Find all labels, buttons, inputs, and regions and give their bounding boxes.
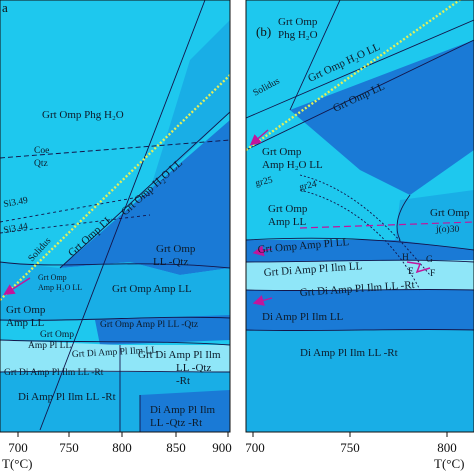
left-x-tick-750: 750 xyxy=(59,440,79,455)
pt-path-arrow xyxy=(3,277,31,296)
label-grt-omp-amp-h2o-ll-b-2: Amp H₂O LL xyxy=(262,159,323,171)
right-x-axis: 700 750 800 T(°C) xyxy=(245,432,464,471)
left-x-tick-900: 900 xyxy=(212,440,232,455)
left-x-tick-850: 850 xyxy=(166,440,186,455)
label-jo30: j(o)30 xyxy=(435,224,459,235)
right-panel: (b) Grt Omp Phg H₂O Grt Omp H₂O LL Grt O… xyxy=(245,0,474,471)
left-panel: a Grt Omp Phg H₂O Coe Qtz Si3.49 Si3.44 … xyxy=(0,0,232,471)
jo30-isopleth xyxy=(299,221,474,229)
label-grt-di-amp-pl-ilm-ll-rt: Grt Di Amp Pl Ilm LL -Rt xyxy=(4,368,104,378)
label-gr24: gr24 xyxy=(299,179,318,192)
label-point-g: G xyxy=(426,255,433,265)
right-x-tick-800: 800 xyxy=(437,440,457,455)
label-grt-di-amp-pl-ilm-ll-qtz-3: -Rt xyxy=(176,375,190,387)
right-x-axis-label: T(°C) xyxy=(434,456,464,471)
panel-letter-b: (b) xyxy=(256,24,271,39)
label-point-f: F xyxy=(430,269,435,279)
right-plot-frame xyxy=(245,0,474,433)
right-x-tick-750: 750 xyxy=(340,440,360,455)
field-grt-omp-ll-qtz xyxy=(60,120,230,275)
label-point-h: H xyxy=(402,253,409,263)
left-plot-frame xyxy=(0,0,231,433)
label-grt-di-amp-pl-ilm-ll-qtz-1: Grt Di Amp Pl Ilm xyxy=(138,349,221,361)
label-di-amp-pl-ilm-ll-qtz-rt-2: LL -Qtz -Rt xyxy=(150,417,202,429)
label-grt-omp-amp-ll-b-2: Amp LL xyxy=(268,216,306,228)
label-grt-omp-amp-h2o-ll-b-1: Grt Omp xyxy=(262,146,302,158)
label-point-e: E xyxy=(408,267,414,277)
label-grt-omp-phg-h2o-b-1: Grt Omp xyxy=(278,16,318,28)
left-x-axis: 700 750 800 850 900 T(°C) xyxy=(2,432,232,471)
pt-path-arrow-b1 xyxy=(249,129,269,146)
label-grt-omp-amp-ll-qtz: Grt Omp Amp LL xyxy=(112,283,192,295)
label-grt-omp-amp-pl-ll-qtz: Grt Omp Amp Pl LL -Qtz xyxy=(100,320,198,330)
field-grt-omp-ll xyxy=(150,20,230,190)
pt-path-arrow-b3 xyxy=(252,295,273,306)
field-grt-omp-ll-b xyxy=(290,40,474,195)
field-di-amp-pl-ilm-ll-qtz-rt xyxy=(140,390,230,432)
field-grt-omp-amp-pl-ll-b xyxy=(246,240,474,262)
label-si349: Si3.49 xyxy=(3,196,29,210)
label-di-amp-pl-ilm-ll-rt: Di Amp Pl Ilm LL -Rt xyxy=(18,391,116,403)
label-grt-omp-right-b: Grt Omp xyxy=(430,207,470,219)
field-grt-omp-amp-pl-ll-qtz xyxy=(95,315,230,345)
label-di-amp-pl-ilm-ll-qtz-rt-1: Di Amp Pl Ilm xyxy=(150,404,216,416)
label-coe: Coe xyxy=(34,146,49,156)
label-si344: Si3.44 xyxy=(3,222,29,236)
label-grt-omp-ll-qtz-2: LL -Qtz xyxy=(153,256,188,268)
label-grt-omp-amp-pl-ll-1: Grt Omp xyxy=(40,330,74,340)
left-x-tick-800: 800 xyxy=(112,440,132,455)
solidus-line-b xyxy=(246,0,462,151)
label-grt-omp-amp-ll-b-1: Grt Omp xyxy=(268,203,308,215)
label-grt-omp-amp-h2o-ll-2: Amp H₂O LL xyxy=(38,283,82,292)
field-grt-di-amp-pl-ilm-ll-b xyxy=(246,260,474,290)
pt-path-segment-b xyxy=(406,261,431,274)
label-qtz: Qtz xyxy=(34,159,48,169)
label-grt-omp-amp-h2o-ll-1: Grt Omp xyxy=(38,273,67,282)
pt-path-arrow-b2 xyxy=(252,245,273,257)
label-grt-omp-amp-pl-ll-2: Amp Pl LL xyxy=(28,341,71,351)
label-grt-omp-amp-ll-2: Amp LL xyxy=(6,317,44,329)
label-grt-omp-phg-h2o-b-2: Phg H₂O xyxy=(278,29,318,41)
field-grt-di-amp-pl-ilm-ll-rt-b xyxy=(246,290,474,330)
field-grt-omp-amp xyxy=(0,262,230,320)
field-grt-omp-right-b xyxy=(395,190,474,250)
label-grt-omp-phg-h2o: Grt Omp Phg H₂O xyxy=(42,109,124,121)
left-x-axis-label: T(°C) xyxy=(2,456,32,471)
solidus-line xyxy=(0,74,230,301)
field-grt-di-amp-pl-ilm-ll xyxy=(0,340,230,372)
right-x-tick-700: 700 xyxy=(245,440,265,455)
field-di-amp-pl-ilm-ll-b xyxy=(246,330,474,432)
label-di-amp-pl-ilm-ll-b: Di Amp Pl Ilm LL xyxy=(262,311,344,323)
label-gr25: gr25 xyxy=(255,175,274,188)
panel-letter-a: a xyxy=(2,0,8,15)
label-grt-omp-amp-ll-1: Grt Omp xyxy=(6,304,46,316)
label-di-amp-pl-ilm-ll-rt-b: Di Amp Pl Ilm LL -Rt xyxy=(300,347,398,359)
label-grt-omp-ll-qtz-1: Grt Omp xyxy=(156,243,196,255)
label-grt-di-amp-pl-ilm-ll-qtz-2: LL -Qtz xyxy=(176,362,211,374)
left-x-tick-700: 700 xyxy=(8,440,28,455)
label-grt-di-amp-pl-ilm-ll: Grt Di Amp Pl Ilm LL xyxy=(72,346,158,360)
